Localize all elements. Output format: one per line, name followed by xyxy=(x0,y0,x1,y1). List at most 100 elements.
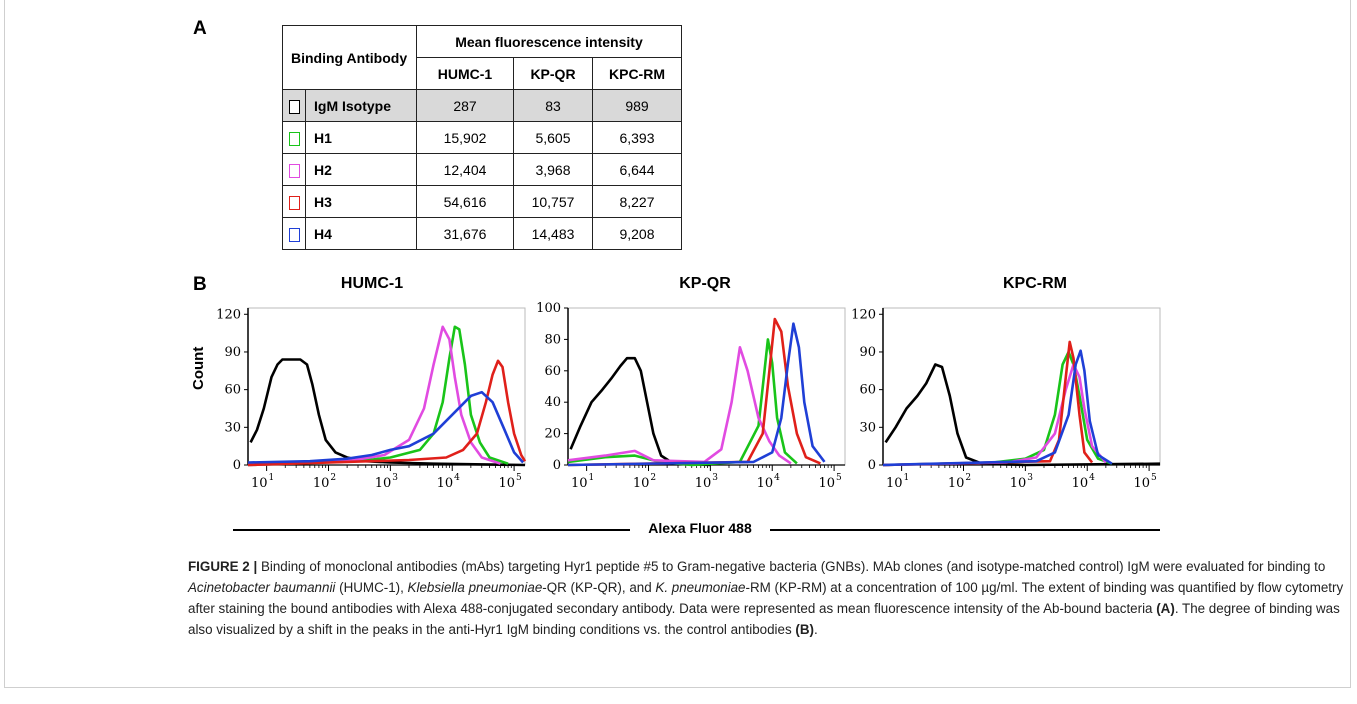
antibody-name: H1 xyxy=(305,121,417,154)
x-tick-label: 102 xyxy=(313,473,336,491)
legend-swatch-cell xyxy=(282,121,306,154)
x-tick-exponent: 2 xyxy=(330,473,336,483)
plot-title-humc1: HUMC-1 xyxy=(340,275,404,292)
x-tick-exponent: 1 xyxy=(269,473,275,483)
histogram-series-4 xyxy=(882,349,1113,467)
mfi-value: 10,757 xyxy=(513,185,593,218)
histogram-series-0 xyxy=(569,356,711,467)
x-tick-exponent: 2 xyxy=(650,473,656,483)
mfi-value: 83 xyxy=(513,89,593,122)
histogram-series-1 xyxy=(247,325,509,467)
legend-swatch xyxy=(288,131,300,146)
x-tick-exponent: 1 xyxy=(589,473,595,483)
histogram-kpqr: 0 20 40 60 80 100 101 102 103 104 105 xyxy=(536,301,846,491)
x-tick-exponent: 3 xyxy=(392,473,398,483)
y-tick-label: 90 xyxy=(859,345,876,360)
x-tick-exponent: 1 xyxy=(904,473,910,483)
histogram-series-2 xyxy=(882,363,1107,467)
y-tick-label: 0 xyxy=(553,458,561,473)
table-row: H4 31,676 14,483 9,208 xyxy=(282,217,682,250)
histogram-series-3 xyxy=(567,317,821,467)
x-tick-label: 103 xyxy=(695,473,719,491)
y-tick-label: 0 xyxy=(868,458,876,473)
histogram-series-3 xyxy=(882,340,1094,467)
caption-species-1: Acinetobacter baumannii xyxy=(188,580,336,595)
table-header-binding-antibody: Binding Antibody xyxy=(282,25,417,90)
legend-swatch xyxy=(288,195,300,210)
figure-caption: FIGURE 2 | Binding of monoclonal antibod… xyxy=(188,556,1348,640)
table-row: H1 15,902 5,605 6,393 xyxy=(282,121,682,154)
x-tick-exponent: 4 xyxy=(454,473,460,483)
panel-label-b: B xyxy=(193,274,207,295)
antibody-name: IgM Isotype xyxy=(305,89,417,122)
caption-text: Binding of monoclonal antibodies (mAbs) … xyxy=(257,559,1326,574)
y-tick-label: 20 xyxy=(544,427,561,442)
y-tick-label: 100 xyxy=(536,301,561,316)
histogram-series-4 xyxy=(567,322,826,467)
x-tick-label: 105 xyxy=(818,473,842,491)
x-tick-label: 104 xyxy=(1072,473,1096,491)
y-axis-label: Count xyxy=(190,346,207,390)
y-tick-label: 0 xyxy=(233,458,241,473)
x-tick-exponent: 3 xyxy=(1027,473,1033,483)
histogram-series-2 xyxy=(567,346,792,465)
y-tick-label: 60 xyxy=(859,383,876,398)
table-row: H2 12,404 3,968 6,644 xyxy=(282,153,682,186)
mfi-value: 989 xyxy=(592,89,682,122)
histogram-kpcrm: 0 30 60 90 120 101 102 103 104 105 xyxy=(851,307,1161,491)
mfi-value: 31,676 xyxy=(416,217,514,250)
y-tick-label: 30 xyxy=(859,420,876,435)
legend-swatch-cell xyxy=(282,217,306,250)
legend-swatch-cell xyxy=(282,89,306,122)
x-tick-label: 104 xyxy=(437,473,461,491)
panel-label-a: A xyxy=(193,18,207,39)
x-axis-label: Alexa Fluor 488 xyxy=(630,520,770,536)
caption-panel-ref-a: (A) xyxy=(1156,601,1175,616)
antibody-name: H2 xyxy=(305,153,417,186)
x-tick-exponent: 5 xyxy=(516,473,522,483)
histogram-series-1 xyxy=(567,338,798,467)
y-tick-label: 60 xyxy=(224,383,241,398)
y-tick-label: 90 xyxy=(224,345,241,360)
legend-swatch xyxy=(288,227,300,242)
mfi-value: 3,968 xyxy=(513,153,593,186)
x-tick-exponent: 5 xyxy=(1151,473,1157,483)
x-tick-label: 104 xyxy=(757,473,781,491)
caption-text: . The degree of binding was also visuali… xyxy=(188,601,1340,637)
mfi-value: 5,605 xyxy=(513,121,593,154)
mfi-value: 287 xyxy=(416,89,514,122)
y-tick-label: 40 xyxy=(544,395,561,410)
legend-swatch-cell xyxy=(282,185,306,218)
x-tick-label: 103 xyxy=(1010,473,1034,491)
column-header-kpqr: KP-QR xyxy=(513,57,593,90)
column-header-humc1: HUMC-1 xyxy=(416,57,514,90)
mfi-value: 14,483 xyxy=(513,217,593,250)
x-tick-exponent: 3 xyxy=(712,473,718,483)
caption-text: -QR (KP-QR), and xyxy=(542,580,656,595)
legend-swatch-cell xyxy=(282,153,306,186)
legend-swatch xyxy=(288,99,300,114)
histogram-series-0 xyxy=(884,363,1161,467)
caption-figure-label: FIGURE 2 | xyxy=(188,559,258,574)
mfi-value: 9,208 xyxy=(592,217,682,250)
x-tick-label: 102 xyxy=(948,473,971,491)
y-tick-label: 120 xyxy=(216,307,241,322)
mfi-value: 6,393 xyxy=(592,121,682,154)
table-header-mfi: Mean fluorescence intensity xyxy=(416,25,682,58)
legend-swatch xyxy=(288,163,300,178)
antibody-name: H4 xyxy=(305,217,417,250)
caption-species-2: Klebsiella pneumoniae xyxy=(407,580,543,595)
histogram-series-4 xyxy=(247,390,525,464)
antibody-name: H3 xyxy=(305,185,417,218)
caption-text: (HUMC-1), xyxy=(335,580,408,595)
x-tick-exponent: 4 xyxy=(774,473,780,483)
figure-frame xyxy=(4,0,1351,688)
y-tick-label: 80 xyxy=(544,332,561,347)
x-tick-label: 105 xyxy=(1133,473,1157,491)
mfi-table: Binding Antibody Mean fluorescence inten… xyxy=(282,25,682,250)
plot-title-kpcrm: KPC-RM xyxy=(1003,275,1067,292)
x-tick-exponent: 2 xyxy=(965,473,971,483)
plot-frame xyxy=(247,307,526,466)
y-tick-label: 120 xyxy=(851,307,876,322)
caption-species-3: K. pneumoniae xyxy=(655,580,746,595)
